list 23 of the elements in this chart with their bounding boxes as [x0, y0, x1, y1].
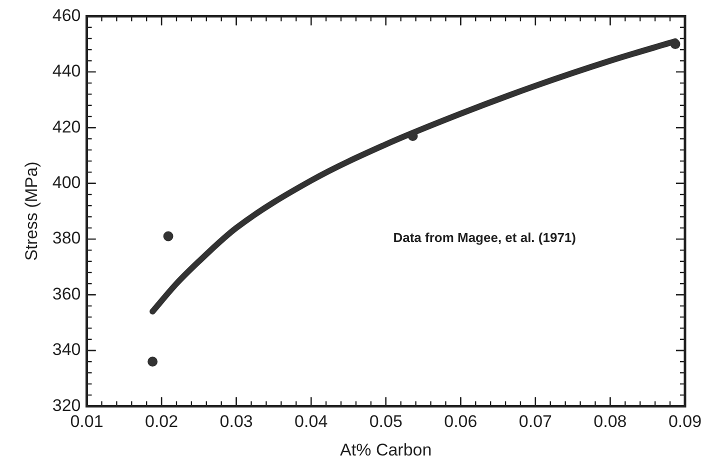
point — [148, 356, 158, 367]
y-tick-label: 360 — [52, 284, 81, 304]
x-axis-title: At% Carbon — [340, 440, 432, 460]
y-tick-label: 320 — [52, 396, 81, 415]
x-tick-label: 0.07 — [518, 412, 552, 432]
x-tick-label: 0.04 — [294, 412, 328, 432]
x-tick-label: 0.01 — [70, 412, 104, 432]
y-tick-label: 420 — [52, 117, 81, 136]
point — [670, 39, 680, 50]
x-tick-label: 0.08 — [594, 412, 627, 432]
y-tick-label: 460 — [52, 6, 81, 25]
point — [163, 231, 174, 242]
y-axis-title: Stress (MPa) — [22, 162, 41, 261]
annotation: Data from Magee, et al. (1971) — [393, 230, 576, 246]
x-tick-label: 0.06 — [444, 412, 478, 432]
y-tick-label: 400 — [52, 173, 81, 192]
x-tick-label: 0.02 — [144, 412, 178, 432]
x-tick-label: 0.03 — [220, 412, 253, 432]
x-tick-label: 0.05 — [369, 412, 402, 432]
y-tick-label: 340 — [52, 340, 81, 360]
y-tick-label: 380 — [52, 228, 81, 248]
y-tick-label: 440 — [52, 62, 81, 81]
x-tick-label: 0.09 — [668, 412, 702, 432]
